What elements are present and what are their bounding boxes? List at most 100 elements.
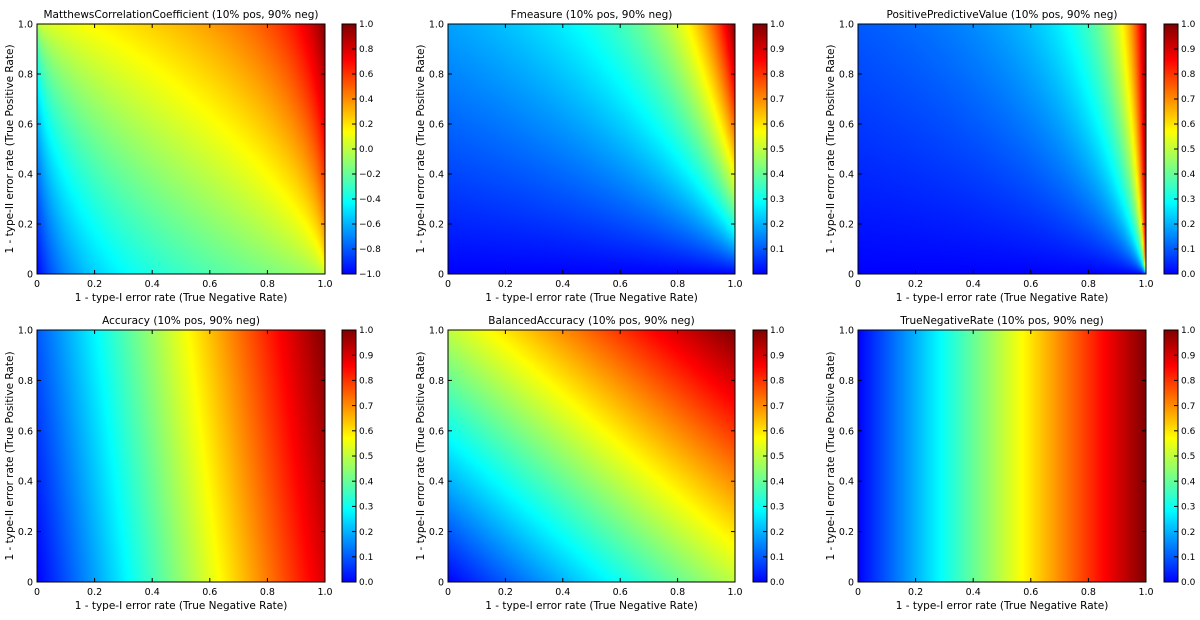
chart-title: TrueNegativeRate (10% pos, 90% neg): [899, 315, 1103, 327]
colorbar-tick-label: 0.6: [359, 70, 374, 80]
colorbar-tick-label: 0.4: [359, 477, 374, 487]
y-tick-label: 1.0: [429, 326, 444, 337]
y-tick-label: 0: [27, 578, 33, 589]
x-tick-label: 1.0: [727, 279, 742, 290]
colorbar-tick-label: 0.5: [1181, 452, 1195, 462]
y-axis-label: 1 - type-II error rate (True Positive Ra…: [825, 44, 837, 253]
y-tick-label: 0.4: [18, 477, 33, 488]
x-axis-label: 1 - type-I error rate (True Negative Rat…: [896, 600, 1109, 612]
colorbar-tick-label: 0.6: [359, 427, 374, 437]
y-tick-label: 0.6: [429, 426, 444, 437]
x-tick-label: 0.6: [613, 587, 628, 598]
chart-title: Accuracy (10% pos, 90% neg): [102, 315, 260, 327]
colorbar-tick-label: 0.1: [770, 553, 784, 563]
heatmap-image: [858, 24, 1146, 274]
x-tick-label: 0.8: [670, 587, 685, 598]
x-tick-label: 1.0: [1138, 279, 1153, 290]
x-tick-label: 0.4: [966, 279, 981, 290]
colorbar-tick-label: 0.8: [359, 45, 374, 55]
x-tick-label: 0.2: [908, 279, 923, 290]
x-tick-label: 1.0: [1138, 587, 1153, 598]
colorbar: [342, 24, 356, 274]
colorbar-tick-label: 0.2: [359, 120, 373, 130]
y-tick-label: 0.4: [429, 170, 444, 181]
colorbar-tick-label: 0.4: [359, 95, 374, 105]
x-tick-label: 0: [445, 279, 451, 290]
y-tick-label: 0.2: [18, 527, 33, 538]
colorbar-tick-label: 0.4: [1181, 170, 1196, 180]
heatmap-image: [448, 24, 735, 274]
x-tick-label: 0.2: [87, 279, 102, 290]
colorbar-tick-label: 0.5: [770, 452, 784, 462]
plot-frame: [857, 329, 1147, 583]
colorbar-tick-label: 1.0: [770, 20, 785, 30]
colorbar-tick-label: 0.5: [359, 452, 373, 462]
colorbar-tick-label: 0.5: [770, 145, 784, 155]
colorbar-tick-label: 0.0: [359, 145, 374, 155]
y-axis-label: 1 - type-II error rate (True Positive Ra…: [415, 44, 427, 253]
colorbar-tick-label: 0.4: [770, 477, 785, 487]
colorbar-tick-label: 0.9: [359, 351, 374, 361]
colorbar-tick-label: 1.0: [770, 326, 785, 336]
plot-frame: [857, 23, 1147, 275]
y-tick-label: 0.8: [18, 376, 33, 387]
y-tick-label: 0.8: [839, 70, 854, 81]
plot-frame: [447, 329, 736, 583]
y-tick-label: 1.0: [18, 326, 33, 337]
colorbar-tick-label: 0.6: [770, 120, 785, 130]
colorbar: [753, 330, 767, 582]
chart-title: MatthewsCorrelationCoefficient (10% pos,…: [44, 9, 319, 21]
x-tick-label: 0.8: [260, 587, 275, 598]
colorbar-tick-label: 0.3: [770, 503, 784, 513]
y-tick-label: 0.4: [839, 477, 854, 488]
colorbar-tick-label: 0.1: [1181, 553, 1195, 563]
x-axis-label: 1 - type-I error rate (True Negative Rat…: [485, 600, 698, 612]
colorbar: [1164, 24, 1178, 274]
heatmap-image: [858, 330, 1146, 582]
x-tick-label: 0: [855, 279, 861, 290]
y-tick-label: 0: [848, 578, 854, 589]
subplot-mcc: 0 0.2 0.4 0.6 0.8 1.0 0 0.2 0.4 0.6 0.8 1.0 Matthews…: [4, 9, 381, 304]
x-axis-label: 1 - type-I error rate (True Negative Rat…: [485, 292, 698, 304]
colorbar-tick-label: 0.3: [770, 195, 784, 205]
colorbar-tick-label: 0.0: [1181, 270, 1196, 280]
colorbar-tick-label: 0.1: [359, 553, 373, 563]
colorbar-tick-label: 0.0: [770, 578, 785, 588]
colorbar-tick-label: 0.6: [770, 427, 785, 437]
x-axis-label: 1 - type-I error rate (True Negative Rat…: [75, 292, 288, 304]
colorbar-tick-label: 0.7: [1181, 95, 1195, 105]
colorbar-tick-label: 1.0: [1181, 326, 1196, 336]
subplot-tnr: 0 0.2 0.4 0.6 0.8 1.0 0 0.2 0.4 0.6 0.8 1.0 TrueNega…: [825, 315, 1196, 612]
x-tick-label: 0: [34, 587, 40, 598]
x-tick-label: 0.6: [1023, 587, 1038, 598]
y-tick-label: 0: [27, 270, 33, 281]
y-tick-label: 0.6: [18, 426, 33, 437]
colorbar-tick-label: 1.0: [359, 20, 374, 30]
x-tick-label: 0.2: [87, 587, 102, 598]
y-tick-label: 0.8: [429, 70, 444, 81]
colorbar-tick-label: 0.5: [1181, 145, 1195, 155]
x-tick-label: 0.4: [145, 279, 160, 290]
x-tick-label: 0.6: [202, 587, 217, 598]
x-axis-label: 1 - type-I error rate (True Negative Rat…: [75, 600, 288, 612]
x-tick-label: 0.6: [613, 279, 628, 290]
x-tick-label: 0.8: [1081, 587, 1096, 598]
y-tick-label: 0.2: [839, 527, 854, 538]
colorbar-tick-label: −0.8: [359, 245, 381, 255]
y-tick-label: 0.2: [429, 220, 444, 231]
x-tick-label: 0.2: [908, 587, 923, 598]
subplot-ppv: 0 0.2 0.4 0.6 0.8 1.0 0 0.2 0.4 0.6 0.8 1.0 Positive…: [825, 9, 1196, 304]
y-tick-label: 0.8: [429, 376, 444, 387]
x-tick-label: 0.8: [1081, 279, 1096, 290]
y-axis-label: 1 - type-II error rate (True Positive Ra…: [415, 351, 427, 560]
colorbar: [753, 24, 767, 274]
colorbar: [342, 330, 356, 582]
colorbar-tick-label: −0.4: [359, 195, 381, 205]
y-axis-label: 1 - type-II error rate (True Positive Ra…: [4, 351, 16, 560]
y-tick-label: 1.0: [839, 326, 854, 337]
y-tick-label: 0.8: [839, 376, 854, 387]
y-tick-label: 0.4: [429, 477, 444, 488]
colorbar-tick-label: 0.3: [1181, 503, 1195, 513]
colorbar-tick-label: 0.6: [1181, 120, 1196, 130]
x-tick-label: 0.8: [260, 279, 275, 290]
